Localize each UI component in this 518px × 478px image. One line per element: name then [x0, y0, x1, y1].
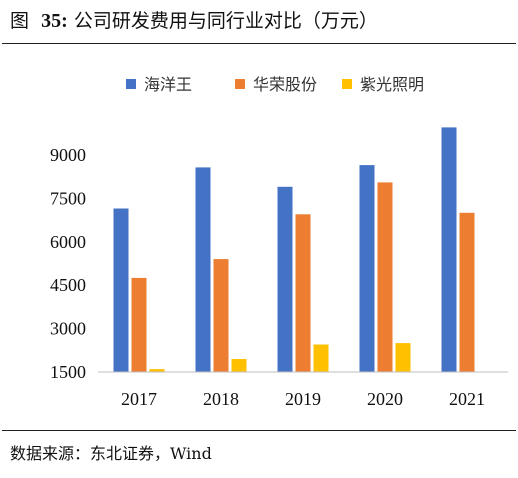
- y-tick-label: 4500: [50, 275, 86, 295]
- bar: [277, 186, 293, 372]
- bar: [113, 208, 129, 372]
- legend-swatch: [126, 79, 136, 89]
- bar: [313, 344, 329, 372]
- bar: [377, 182, 393, 372]
- x-tick-label: 2017: [121, 389, 157, 409]
- legend-label: 紫光照明: [360, 75, 424, 94]
- legend-label: 华荣股份: [253, 75, 317, 94]
- chart-title: 公司研发费用与同行业对比（万元）: [73, 10, 378, 32]
- y-tick-label: 6000: [50, 232, 86, 252]
- bar: [441, 127, 457, 373]
- legend-item: 华荣股份: [235, 75, 317, 94]
- legend-item: 海洋王: [126, 75, 192, 94]
- bar: [131, 277, 147, 372]
- bar: [231, 359, 247, 372]
- bar: [459, 212, 475, 372]
- legend-label: 海洋王: [144, 75, 192, 94]
- bar: [195, 167, 211, 372]
- bar: [213, 259, 229, 372]
- x-tick-label: 2018: [203, 389, 239, 409]
- bar: [295, 214, 311, 372]
- x-tick-label: 2019: [285, 389, 321, 409]
- legend-item: 紫光照明: [342, 75, 424, 94]
- bar: [359, 165, 375, 372]
- legend-swatch: [235, 79, 245, 89]
- figure-number: 35:: [41, 10, 68, 32]
- x-tick-label: 2021: [449, 389, 485, 409]
- x-tick-label: 2020: [367, 389, 403, 409]
- legend-swatch: [342, 79, 352, 89]
- data-source-note: 数据来源：东北证券，Wind: [10, 444, 212, 463]
- bar: [395, 343, 411, 372]
- source-divider: [2, 430, 516, 431]
- title-divider: [2, 43, 516, 44]
- figure-title: 图 35: 公司研发费用与同行业对比（万元）: [10, 8, 378, 34]
- y-tick-label: 7500: [50, 188, 86, 208]
- y-tick-label: 1500: [50, 362, 86, 382]
- y-tick-label: 3000: [50, 319, 86, 339]
- y-tick-label: 9000: [50, 145, 86, 165]
- bar: [149, 369, 165, 372]
- bar-chart: 海洋王 华荣股份 紫光照明 1500 3000 4500 6000 7500 9000 2017 2…: [50, 75, 508, 409]
- figure-label: 图: [10, 10, 30, 32]
